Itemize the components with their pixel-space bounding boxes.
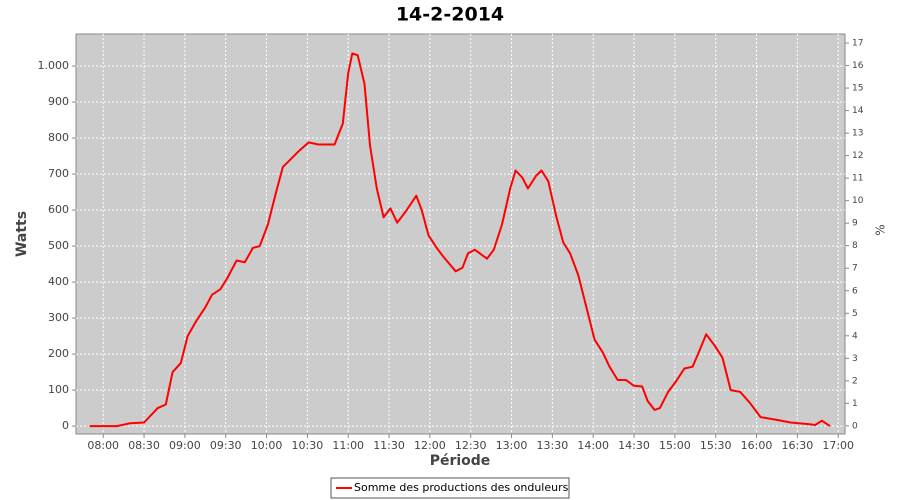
y2-tick-label: 3 (852, 354, 858, 364)
legend-text: Somme des productions des onduleurs (354, 481, 569, 494)
x-tick-label: 09:00 (169, 439, 201, 452)
y-tick-label: 600 (48, 203, 69, 216)
x-tick-label: 08:30 (128, 439, 160, 452)
x-tick-label: 12:30 (455, 439, 487, 452)
x-tick-label: 16:00 (741, 439, 773, 452)
y2-tick-label: 5 (852, 309, 858, 319)
y2-tick-label: 0 (852, 421, 858, 431)
x-tick-label: 10:00 (251, 439, 283, 452)
y2-tick-label: 15 (852, 84, 863, 94)
y2-tick-label: 12 (852, 151, 863, 161)
x-axis-label: Période (430, 453, 491, 469)
x-tick-label: 11:30 (373, 439, 405, 452)
y-tick-label: 700 (48, 167, 69, 180)
x-tick-label: 13:00 (496, 439, 528, 452)
y2-tick-label: 9 (852, 219, 858, 229)
y-tick-label: 0 (62, 419, 69, 432)
y-tick-label: 500 (48, 239, 69, 252)
y-tick-label: 200 (48, 347, 69, 360)
x-tick-label: 12:00 (414, 439, 446, 452)
x-tick-label: 17:00 (822, 439, 854, 452)
y2-tick-label: 2 (852, 376, 858, 386)
y-tick-label: 300 (48, 311, 69, 324)
x-tick-label: 15:00 (659, 439, 691, 452)
x-tick-label: 14:00 (577, 439, 609, 452)
y-axis-label: Watts (14, 211, 30, 257)
y2-tick-label: 14 (852, 106, 864, 116)
x-tick-label: 13:30 (537, 439, 569, 452)
y2-tick-label: 16 (852, 61, 864, 71)
y2-tick-label: 10 (852, 196, 864, 206)
x-tick-label: 10:30 (292, 439, 324, 452)
x-tick-label: 11:00 (332, 439, 364, 452)
y-tick-label: 900 (48, 95, 69, 108)
y2-tick-label: 11 (852, 174, 863, 184)
x-tick-label: 16:30 (782, 439, 814, 452)
y-tick-label: 100 (48, 383, 69, 396)
x-tick-label: 08:00 (87, 439, 119, 452)
series-line (89, 52, 831, 428)
y2-tick-label: 1 (852, 399, 858, 409)
x-tick-label: 09:30 (210, 439, 242, 452)
x-tick-label: 14:30 (618, 439, 650, 452)
y-tick-label: 1.000 (38, 59, 70, 72)
y2-tick-label: 8 (852, 241, 858, 251)
plot-area (75, 33, 846, 435)
y-tick-label: 800 (48, 131, 69, 144)
y2-tick-label: 17 (852, 39, 863, 49)
y2-tick-label: 7 (852, 264, 858, 274)
chart-title: 14-2-2014 (396, 4, 504, 26)
legend-box (330, 477, 570, 499)
y-tick-label: 400 (48, 275, 69, 288)
x-tick-label: 15:30 (700, 439, 732, 452)
y2-tick-label: 4 (852, 331, 858, 341)
y2-tick-label: 13 (852, 129, 863, 139)
y2-tick-label: 6 (852, 286, 858, 296)
y2-axis-label: % (874, 224, 888, 235)
